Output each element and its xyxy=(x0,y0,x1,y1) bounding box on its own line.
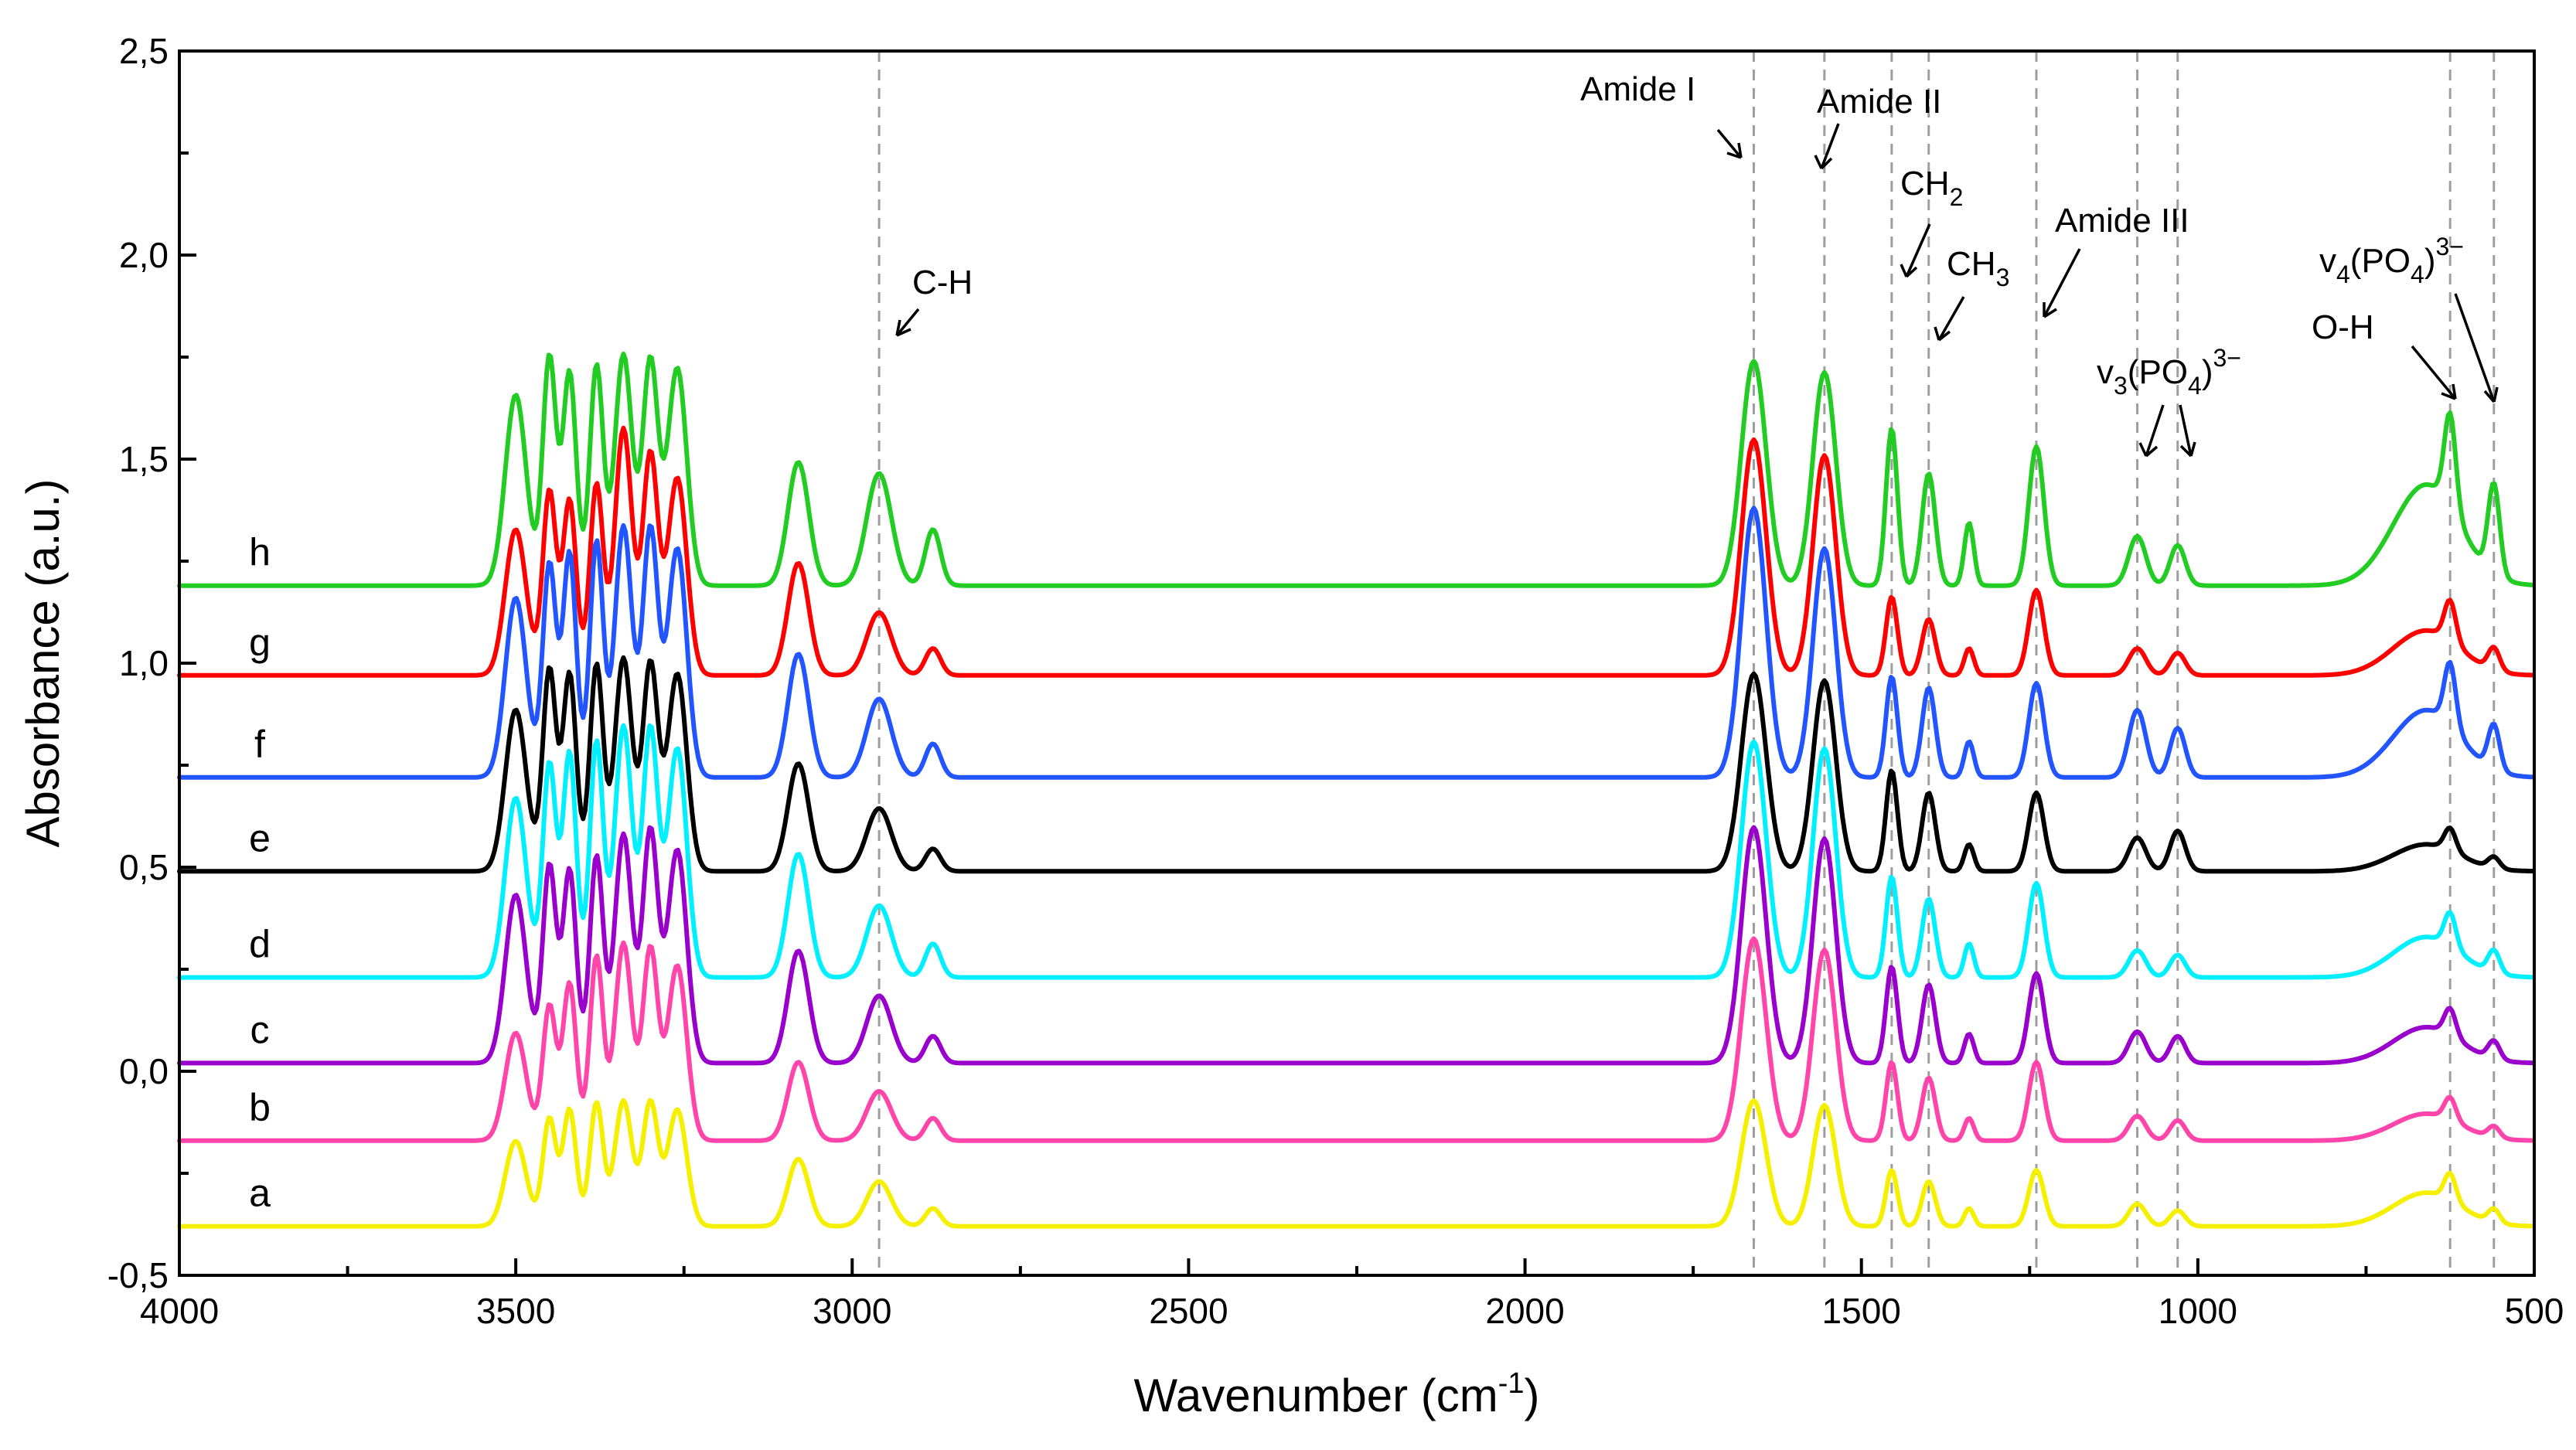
guide-lines xyxy=(877,51,2496,1275)
curve-label-h: h xyxy=(249,531,271,574)
curve-label-c: c xyxy=(250,1008,270,1051)
x-tick-label: 1000 xyxy=(2159,1291,2237,1331)
arrow-c-h xyxy=(895,308,920,337)
annotation-v4-po4: v4(PO4)3− xyxy=(2319,233,2464,288)
peak-annotations: C-H Amide I Amide II CH2 CH3 Amide III v… xyxy=(895,70,2499,458)
series-line-c xyxy=(177,825,2536,1066)
x-axis-ticks: 4000 3500 3000 2500 2000 1500 1000 500 xyxy=(140,1258,2564,1331)
series-line-e xyxy=(177,655,2536,874)
x-tick-label: 3500 xyxy=(476,1291,555,1331)
arrow-o-h xyxy=(2411,345,2457,400)
arrow-amide-iii xyxy=(2043,248,2081,318)
series-line-b xyxy=(177,936,2536,1143)
series-line-d xyxy=(177,723,2536,980)
arrow-ch2 xyxy=(1900,223,1931,278)
arrow-ch3 xyxy=(1934,296,1965,342)
annotation-c-h: C-H xyxy=(912,264,973,301)
x-tick-label: 1500 xyxy=(1822,1291,1901,1331)
series-line-f xyxy=(177,505,2536,780)
annotation-amide-iii: Amide III xyxy=(2055,202,2189,240)
annotation-amide-i: Amide I xyxy=(1580,70,1695,108)
y-tick-label: 1,0 xyxy=(119,643,169,683)
y-axis-ticks: -0,5 0,0 0,5 1,0 1,5 2,0 2,5 xyxy=(107,31,196,1295)
x-tick-label: 2500 xyxy=(1149,1291,1228,1331)
annotation-ch2: CH2 xyxy=(1900,165,1963,211)
y-tick-label: -0,5 xyxy=(107,1255,169,1295)
annotation-o-h: O-H xyxy=(2312,308,2374,346)
curve-label-b: b xyxy=(249,1086,271,1129)
arrow-amide-ii xyxy=(1814,123,1840,170)
curve-label-d: d xyxy=(249,923,271,966)
arrow-amide-i xyxy=(1716,128,1743,159)
arrow-v3-po4-right xyxy=(2179,404,2196,458)
annotation-amide-ii: Amide II xyxy=(1817,83,1941,121)
annotation-v3-po4: v3(PO4)3− xyxy=(2097,344,2241,400)
arrow-v3-po4-left xyxy=(2138,404,2165,458)
y-tick-label: 2,5 xyxy=(119,31,169,71)
annotation-ch3: CH3 xyxy=(1947,245,2009,291)
spectra-series xyxy=(177,351,2536,1229)
series-line-a xyxy=(177,1098,2536,1229)
series-line-g xyxy=(177,425,2536,678)
curve-label-f: f xyxy=(254,723,265,766)
y-tick-label: 0,0 xyxy=(119,1051,169,1091)
curve-label-e: e xyxy=(249,816,271,859)
y-tick-label: 0,5 xyxy=(119,847,169,887)
curve-label-a: a xyxy=(249,1172,271,1215)
series-line-h xyxy=(177,351,2536,588)
arrow-v4-po4 xyxy=(2454,293,2499,403)
x-tick-label: 2000 xyxy=(1485,1291,1564,1331)
x-axis-title: Wavenumber (cm-1) xyxy=(1134,1367,1540,1421)
x-tick-label: 500 xyxy=(2505,1291,2564,1331)
curve-label-g: g xyxy=(249,621,271,664)
x-tick-label: 3000 xyxy=(813,1291,891,1331)
y-axis-title: Absorbance (a.u.) xyxy=(17,479,69,848)
y-tick-label: 1,5 xyxy=(119,439,169,479)
x-tick-label: 4000 xyxy=(140,1291,219,1331)
y-tick-label: 2,0 xyxy=(119,235,169,275)
